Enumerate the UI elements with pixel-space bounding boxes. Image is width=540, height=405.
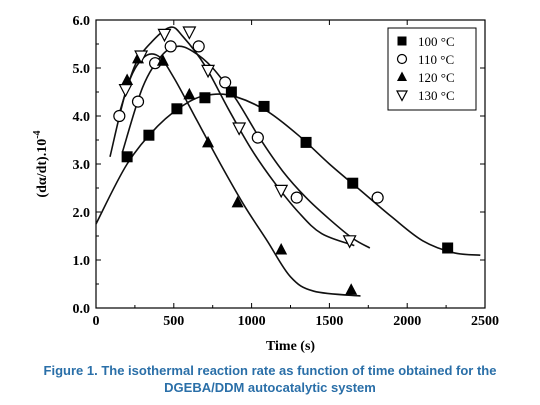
data-point-series-2 — [131, 95, 145, 108]
legend-label: 110 °C — [418, 52, 454, 67]
data-point-series-4 — [134, 50, 149, 64]
legend-marker — [397, 36, 407, 46]
data-point-series-1 — [199, 92, 211, 104]
legend-label: 120 °C — [418, 70, 455, 85]
data-point-series-4 — [232, 122, 247, 136]
data-point-series-2 — [164, 40, 177, 53]
x-tick-label: 500 — [163, 314, 184, 329]
x-axis-label: Time (s) — [266, 339, 315, 354]
data-point-series-4 — [182, 26, 197, 40]
data-point-series-3 — [345, 283, 358, 295]
data-point-series-3 — [183, 87, 196, 100]
axis-titles: Time (s) (dα/dt).10-4 — [32, 130, 315, 354]
x-tick-label: 1500 — [315, 314, 343, 329]
legend-marker — [397, 71, 407, 81]
data-point-series-4 — [118, 83, 133, 98]
caption-line-1: Figure 1. The isothermal reaction rate a… — [43, 363, 497, 378]
data-point-series-1 — [143, 129, 155, 141]
data-point-series-1 — [442, 242, 454, 254]
y-axis-label: (dα/dt).10-4 — [32, 130, 50, 197]
data-point-series-4 — [274, 184, 289, 199]
y-tick-label: 0.0 — [73, 302, 91, 317]
figure-caption: Figure 1. The isothermal reaction rate a… — [0, 362, 540, 396]
y-axis-label-exponent: -4 — [32, 130, 43, 138]
caption-line-2: DGEBA/DDM autocatalytic system — [164, 380, 376, 395]
chart: 0 500 1000 1500 2000 2500 0.0 1.0 2.0 3.0 4.0 5.0 6.… — [32, 14, 500, 354]
data-point-series-2 — [371, 191, 384, 204]
data-point-series-2 — [251, 131, 264, 144]
fit-curve-1 — [95, 93, 481, 256]
data-point-series-3 — [121, 73, 134, 85]
data-point-series-2 — [113, 109, 126, 123]
y-tick-label: 6.0 — [73, 14, 91, 29]
legend-marker — [396, 90, 408, 102]
data-point-series-1 — [347, 177, 359, 189]
data-point-series-3 — [202, 135, 215, 148]
data-point-series-4 — [342, 235, 357, 249]
legend-marker — [396, 53, 408, 65]
data-point-series-3 — [231, 195, 244, 208]
legend-label: 100 °C — [418, 34, 455, 49]
data-point-series-3 — [275, 242, 288, 255]
y-tick-label: 1.0 — [73, 254, 91, 269]
data-point-series-4 — [157, 28, 172, 43]
axis-ticks: 0 500 1000 1500 2000 2500 0.0 1.0 2.0 3.0 4.0 5.0 6.… — [73, 14, 500, 329]
data-point-series-2 — [192, 40, 205, 53]
data-markers — [113, 26, 454, 295]
x-tick-label: 2500 — [471, 314, 499, 329]
y-tick-label: 2.0 — [73, 206, 91, 221]
data-point-series-2 — [290, 191, 303, 204]
y-tick-label: 3.0 — [73, 158, 91, 173]
data-point-series-1 — [225, 86, 237, 98]
x-tick-label: 1000 — [238, 314, 266, 329]
legend-label: 130 °C — [418, 88, 455, 103]
data-point-series-1 — [121, 151, 133, 163]
y-tick-label: 4.0 — [73, 110, 91, 125]
legend: 100 °C 110 °C 120 °C 130 °C — [387, 27, 477, 111]
fit-curve-2 — [121, 45, 371, 249]
data-point-series-1 — [258, 100, 270, 112]
y-tick-label: 5.0 — [73, 62, 91, 77]
data-point-series-4 — [201, 64, 216, 79]
data-point-series-2 — [219, 76, 232, 89]
data-point-series-3 — [156, 54, 169, 66]
data-point-series-1 — [300, 136, 312, 148]
x-tick-label: 2000 — [393, 314, 421, 329]
x-tick-label: 0 — [93, 314, 100, 329]
fit-curve-4 — [117, 26, 355, 247]
data-point-series-1 — [171, 103, 183, 115]
